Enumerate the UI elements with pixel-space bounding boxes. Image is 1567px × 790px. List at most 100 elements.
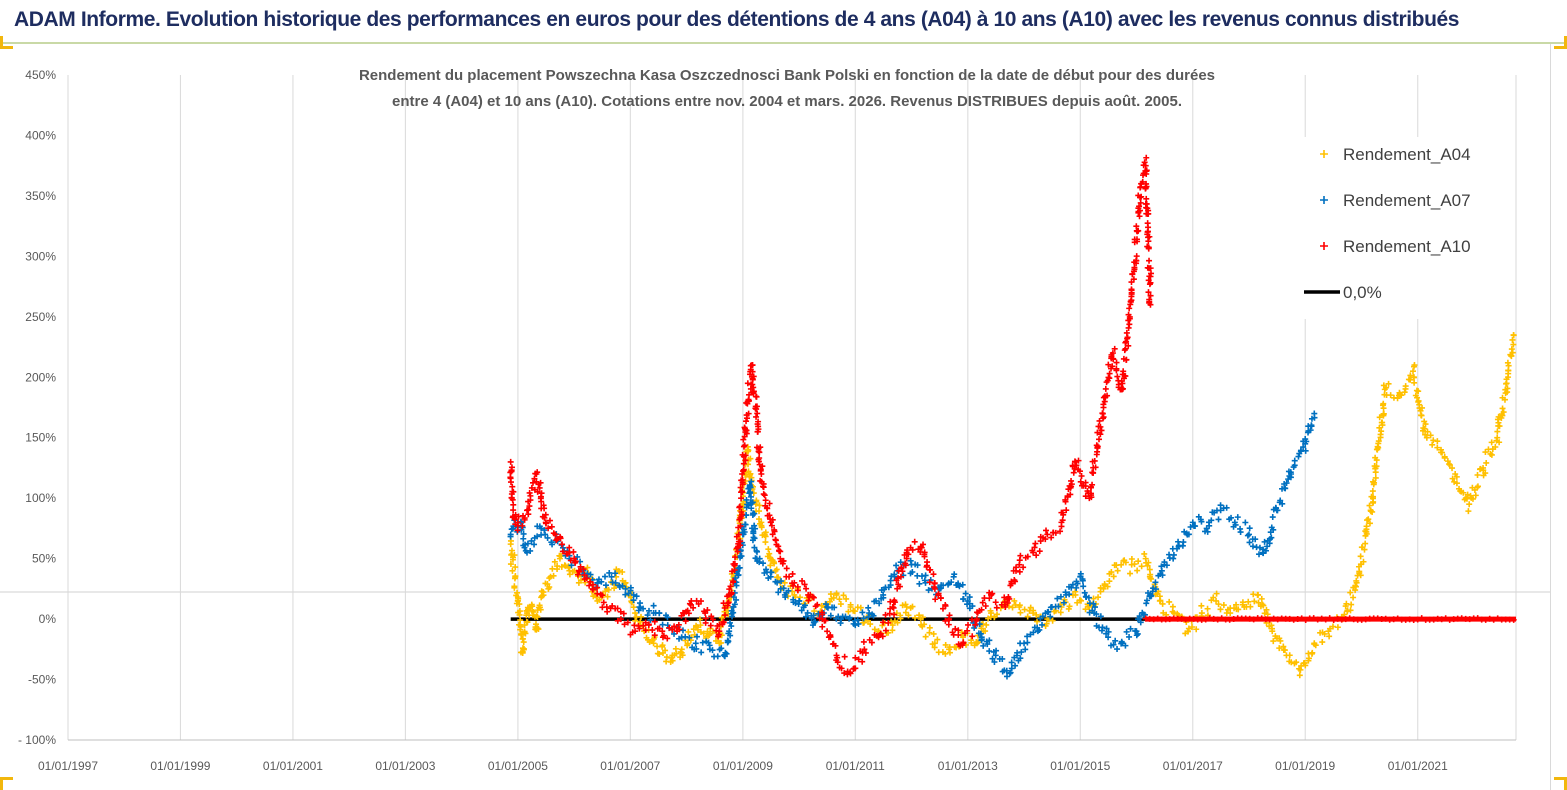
data-point <box>533 625 540 632</box>
data-point <box>777 555 784 562</box>
data-point <box>758 471 765 477</box>
y-tick-label: -50% <box>28 673 56 687</box>
x-tick-label: 01/01/2007 <box>600 759 660 773</box>
data-point <box>917 616 924 623</box>
data-point <box>1109 350 1116 357</box>
legend-item: Rendement_A10 <box>1320 237 1471 256</box>
data-point <box>988 610 995 617</box>
y-tick-label: 150% <box>25 431 56 445</box>
data-point <box>1058 519 1065 526</box>
data-point <box>880 591 887 598</box>
data-point <box>1044 531 1051 538</box>
data-point <box>632 610 639 617</box>
data-point <box>1030 549 1037 556</box>
data-point <box>767 519 774 526</box>
data-point <box>819 616 826 623</box>
data-point <box>903 549 910 556</box>
data-point <box>519 649 526 656</box>
x-tick-label: 01/01/2017 <box>1163 759 1223 773</box>
data-point <box>650 610 657 617</box>
series-rendement-a10 <box>507 154 1155 678</box>
data-point <box>781 591 788 598</box>
data-point <box>1395 392 1402 399</box>
x-tick-label: 01/01/2011 <box>826 759 885 773</box>
data-point <box>538 525 545 532</box>
data-point <box>510 513 517 520</box>
data-point <box>1119 640 1126 647</box>
data-point <box>1259 549 1266 556</box>
x-tick-label: 01/01/1997 <box>38 759 98 773</box>
y-tick-label: 450% <box>25 68 56 82</box>
x-tick-label: 01/01/2005 <box>488 759 548 773</box>
x-tick-label: 01/01/2013 <box>938 759 998 773</box>
data-point <box>791 579 798 586</box>
data-point <box>542 519 549 526</box>
series-rendement-a10-zero-band <box>1142 615 1517 624</box>
data-point <box>636 604 643 610</box>
data-point <box>861 646 868 653</box>
data-point <box>1288 471 1295 477</box>
data-point <box>917 543 924 550</box>
data-point <box>524 549 531 556</box>
legend-item: Rendement_A07 <box>1320 191 1471 210</box>
data-point <box>706 646 713 653</box>
data-point <box>931 640 938 647</box>
data-point <box>603 604 610 610</box>
data-point <box>748 362 755 369</box>
data-point <box>1231 519 1238 526</box>
data-point <box>875 634 882 641</box>
data-point <box>1142 555 1149 562</box>
y-tick-label: 200% <box>25 370 56 384</box>
legend-label: Rendement_A04 <box>1343 145 1471 164</box>
data-point <box>973 616 980 623</box>
data-point <box>721 652 728 659</box>
data-point <box>973 640 980 647</box>
data-point <box>645 622 652 629</box>
x-tick-label: 01/01/2021 <box>1388 759 1448 773</box>
data-point <box>1138 180 1145 187</box>
x-tick-label: 01/01/2001 <box>263 759 323 773</box>
data-point <box>1438 446 1445 453</box>
data-point <box>617 616 624 623</box>
data-point <box>702 610 709 617</box>
data-point <box>1269 628 1276 635</box>
data-point <box>1311 410 1318 417</box>
data-point <box>1311 640 1318 647</box>
data-point <box>514 597 521 604</box>
y-tick-label: 300% <box>25 249 56 263</box>
data-point <box>678 634 685 641</box>
legend-label: Rendement_A07 <box>1343 191 1471 210</box>
data-point <box>1128 561 1135 568</box>
data-point <box>838 616 845 623</box>
data-point <box>1072 458 1079 465</box>
data-point <box>791 591 798 598</box>
data-point <box>589 585 596 592</box>
data-point <box>1503 380 1510 387</box>
data-point <box>746 483 753 490</box>
data-point <box>659 649 666 656</box>
legend-item: 0,0% <box>1304 283 1382 302</box>
data-point <box>1367 507 1374 514</box>
data-point <box>1325 628 1332 635</box>
data-point <box>1494 434 1501 441</box>
data-point <box>575 567 582 574</box>
data-point <box>716 640 723 647</box>
legend-box <box>1288 137 1514 319</box>
data-point <box>1021 640 1028 647</box>
data-point <box>1198 610 1205 617</box>
x-tick-label: 01/01/2003 <box>375 759 435 773</box>
performance-chart: - 100% -50% 0% 50% 100% 150% 200% 250% 300% 350% 4… <box>0 67 1550 773</box>
data-point <box>1452 471 1459 477</box>
data-point <box>1302 440 1309 447</box>
chart-title-line-2: entre 4 (A04) et 10 ans (A10). Cotations… <box>392 93 1182 110</box>
data-point <box>1100 404 1107 411</box>
data-point <box>1105 634 1112 641</box>
data-point <box>533 471 540 477</box>
data-point <box>1409 368 1416 375</box>
data-point <box>1255 591 1262 598</box>
x-axis: 01/01/1997 01/01/1999 01/01/2001 01/01/2003… <box>38 759 1448 773</box>
data-point <box>1142 162 1149 169</box>
data-point <box>632 628 639 635</box>
data-point <box>1480 464 1487 471</box>
data-point <box>1002 604 1009 610</box>
